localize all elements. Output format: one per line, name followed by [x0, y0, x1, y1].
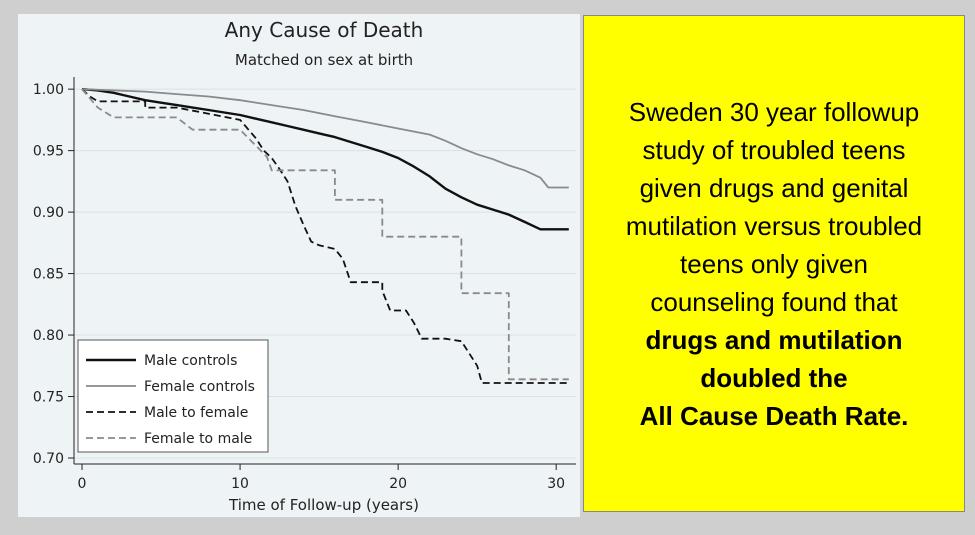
- caption-box: Sweden 30 year followup study of trouble…: [583, 15, 965, 512]
- chart-panel: Any Cause of Death Matched on sex at bir…: [18, 14, 580, 517]
- y-tick-label: 0.95: [33, 144, 64, 160]
- caption-line-5: teens only given: [680, 248, 868, 279]
- x-tick-label: 30: [547, 476, 565, 492]
- series-line-male-controls: [81, 87, 569, 231]
- caption-line-2: study of troubled teens: [642, 134, 906, 165]
- chart-title: Any Cause of Death: [225, 18, 424, 42]
- y-tick-label: 0.80: [33, 328, 64, 344]
- caption-bold-line-1: drugs and mutilation: [645, 324, 903, 355]
- x-tick-label: 10: [231, 476, 249, 492]
- legend-entry: Female controls: [144, 379, 255, 395]
- caption-line-3: given drugs and genital: [639, 172, 909, 203]
- series-line-female-controls: [81, 88, 569, 189]
- x-tick-label: 20: [389, 476, 407, 492]
- y-tick-label: 1.00: [33, 82, 64, 98]
- caption-line-4: mutilation versus troubled: [625, 210, 923, 241]
- caption-bold-line-3: All Cause Death Rate.: [639, 400, 909, 431]
- chart-subtitle: Matched on sex at birth: [235, 51, 413, 69]
- y-tick-label: 0.75: [33, 390, 64, 406]
- survival-chart: Any Cause of Death Matched on sex at bir…: [33, 18, 576, 514]
- y-tick-label: 0.70: [33, 451, 64, 467]
- legend: Male controls Female controls Male to fema…: [77, 339, 269, 453]
- legend-entry: Male to female: [144, 405, 248, 421]
- series-line-male-to-female: [81, 88, 569, 384]
- x-tick-label: 0: [78, 476, 87, 492]
- caption-line-1: Sweden 30 year followup: [628, 96, 920, 127]
- series-lines: [81, 87, 569, 384]
- y-tick-label: 0.90: [33, 205, 64, 221]
- caption-line-6: counseling found that: [650, 286, 898, 317]
- legend-entry: Male controls: [144, 353, 237, 369]
- y-tick-label: 0.85: [33, 267, 64, 283]
- axes: 0.70 0.75 0.80 0.85 0.90 0.95 1.00 0 10 20 30: [33, 77, 576, 492]
- legend-entry: Female to male: [144, 431, 252, 447]
- legend-box: [77, 339, 269, 453]
- x-axis-label: Time of Follow-up (years): [228, 496, 419, 514]
- series-line-female-to-male: [81, 88, 569, 381]
- caption-bold-line-2: doubled the: [700, 362, 848, 393]
